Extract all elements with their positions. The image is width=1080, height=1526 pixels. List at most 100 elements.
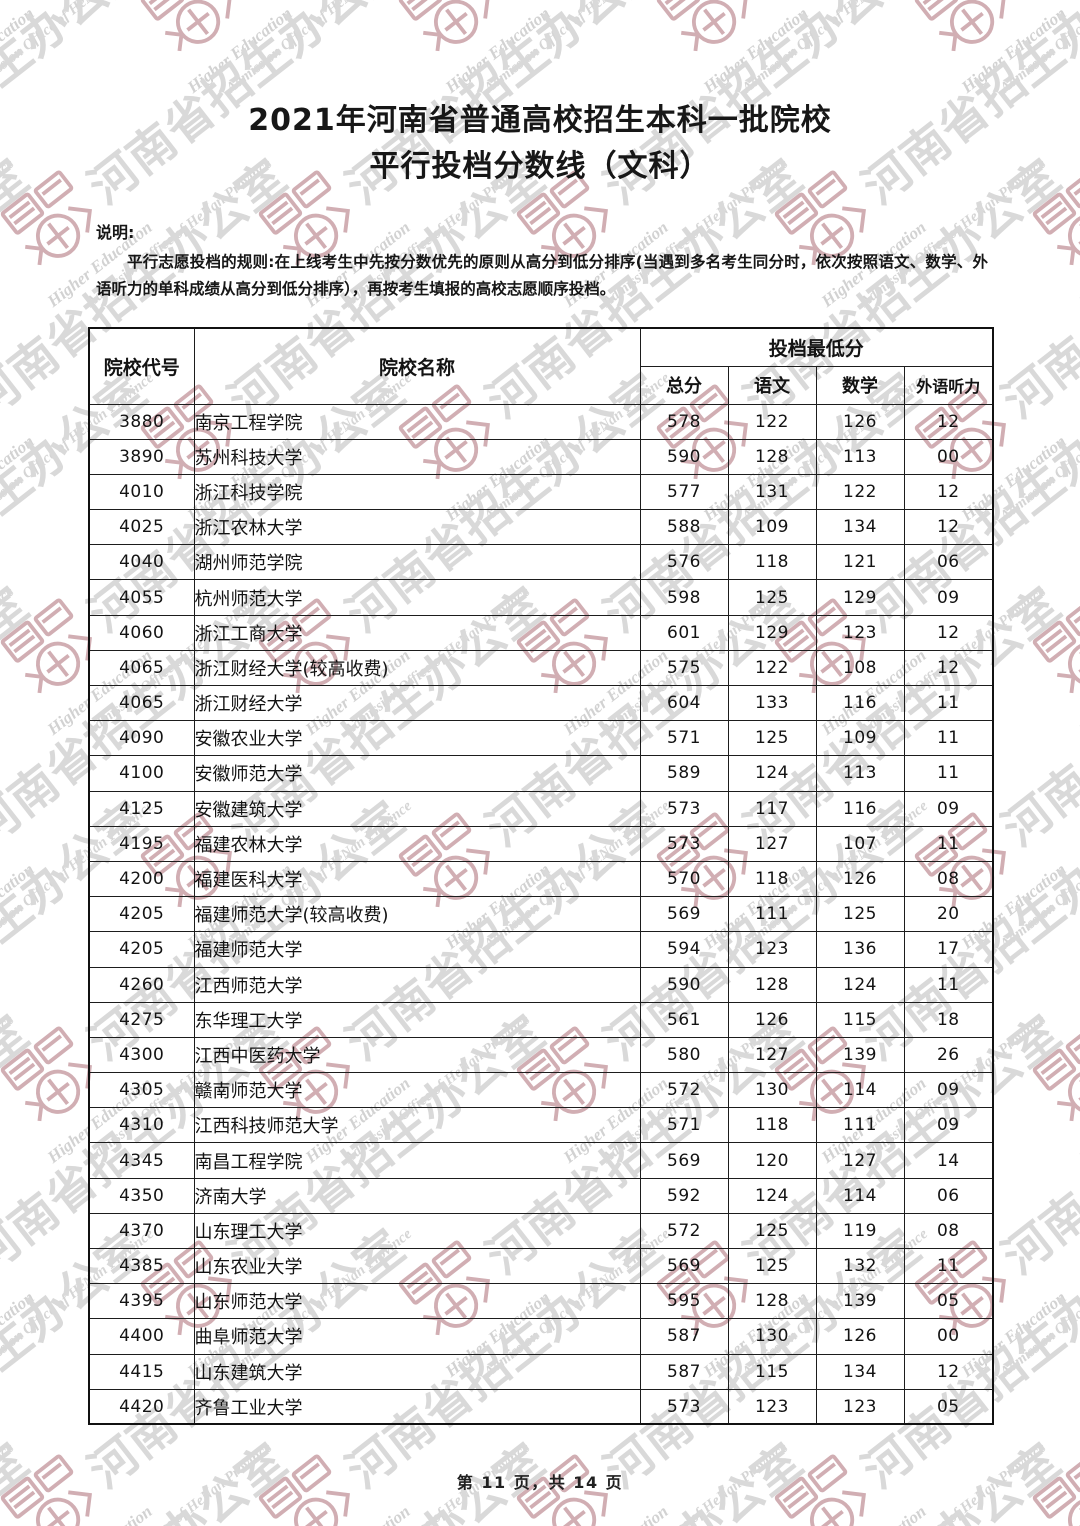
cell-institution-name: 南昌工程学院 — [193, 1142, 641, 1179]
document-page: 2021年河南省普通高校招生本科一批院校 平行投档分数线（文科） 说明: 平行志… — [0, 0, 1080, 1493]
cell-total-score: 590 — [639, 966, 729, 1003]
cell-chinese-score: 130 — [727, 1072, 817, 1109]
cell-chinese-score: 131 — [727, 473, 817, 511]
cell-math-score: 127 — [815, 1142, 905, 1179]
score-table-container: 院校代号 院校名称 投档最低分 总分 语文 数学 外语听力 3880 南京工程学院… — [88, 326, 995, 1426]
cell-institution-code: 4205 — [88, 896, 195, 933]
cell-institution-name: 山东建筑大学 — [193, 1353, 641, 1390]
cell-chinese-score: 124 — [727, 1177, 817, 1214]
cell-chinese-score: 125 — [727, 1212, 817, 1250]
cell-total-score: 590 — [639, 438, 729, 475]
table-row: 4040 湖州师范学院 576 118 121 06 — [88, 544, 994, 581]
cell-math-score: 114 — [815, 1177, 905, 1214]
table-row: 4055 杭州师范大学 598 125 129 09 — [88, 579, 994, 616]
cell-total-score: 569 — [639, 896, 729, 933]
page-title-line-2: 平行投档分数线（文科） — [369, 148, 711, 184]
cell-total-score: 576 — [639, 544, 729, 581]
cell-english-listening-score: 12 — [903, 473, 994, 511]
cell-english-listening-score: 06 — [903, 544, 994, 581]
cell-math-score: 114 — [815, 1072, 905, 1109]
cell-total-score: 598 — [639, 579, 729, 616]
cell-total-score: 589 — [639, 755, 729, 792]
cell-institution-name: 安徽建筑大学 — [193, 790, 641, 827]
table-row: 4305 赣南师范大学 572 130 114 09 — [88, 1072, 994, 1109]
cell-chinese-score: 122 — [727, 403, 817, 440]
table-row: 4345 南昌工程学院 569 120 127 14 — [88, 1142, 994, 1179]
cell-institution-code: 4010 — [88, 473, 195, 511]
table-row: 4125 安徽建筑大学 573 117 116 09 — [88, 790, 994, 827]
cell-math-score: 139 — [815, 1036, 905, 1074]
cell-math-score: 126 — [815, 403, 905, 440]
table-row: 4275 东华理工大学 561 126 115 18 — [88, 1001, 994, 1038]
cell-chinese-score: 118 — [727, 544, 817, 581]
table-row: 4010 浙江科技学院 577 131 122 12 — [88, 473, 994, 511]
column-header-group-min-score: 投档最低分 — [639, 327, 994, 367]
cell-english-listening-score: 12 — [903, 403, 994, 440]
cell-total-score: 592 — [639, 1177, 729, 1214]
cell-chinese-score: 117 — [727, 790, 817, 827]
cell-english-listening-score: 12 — [903, 614, 994, 651]
cell-institution-code: 4205 — [88, 931, 195, 968]
table-row: 4260 江西师范大学 590 128 124 11 — [88, 966, 994, 1003]
page-title: 2021年河南省普通高校招生本科一批院校 平行投档分数线（文科） — [0, 0, 1080, 189]
cell-chinese-score: 128 — [727, 438, 817, 475]
cell-math-score: 113 — [815, 755, 905, 792]
cell-english-listening-score: 11 — [903, 966, 994, 1003]
cell-institution-name: 苏州科技大学 — [193, 438, 641, 475]
cell-total-score: 580 — [639, 1036, 729, 1074]
cell-institution-name: 湖州师范学院 — [193, 544, 641, 581]
cell-math-score: 125 — [815, 896, 905, 933]
cell-math-score: 119 — [815, 1212, 905, 1250]
cell-math-score: 134 — [815, 1353, 905, 1390]
cell-english-listening-score: 11 — [903, 1247, 994, 1285]
cell-math-score: 113 — [815, 438, 905, 475]
cell-total-score: 573 — [639, 790, 729, 827]
cell-math-score: 121 — [815, 544, 905, 581]
cell-chinese-score: 109 — [727, 509, 817, 546]
cell-chinese-score: 118 — [727, 860, 817, 898]
table-row: 4350 济南大学 592 124 114 06 — [88, 1177, 994, 1214]
cell-institution-code: 4025 — [88, 509, 195, 546]
notes-block: 说明: 平行志愿投档的规则:在上线考生中先按分数优先的原则从高分到低分排序(当遇… — [0, 219, 1080, 302]
cell-total-score: 594 — [639, 931, 729, 968]
page-footer: 第 11 页，共 14 页 — [456, 1473, 624, 1493]
cell-math-score: 132 — [815, 1247, 905, 1285]
cell-chinese-score: 129 — [727, 614, 817, 651]
cell-english-listening-score: 09 — [903, 579, 994, 616]
watermark-english-line-1: Higher Education — [1076, 1502, 1080, 1526]
table-row: 4370 山东理工大学 572 125 119 08 — [88, 1212, 994, 1250]
cell-institution-code: 3880 — [88, 403, 195, 440]
cell-total-score: 587 — [639, 1353, 729, 1390]
column-header-total: 总分 — [639, 365, 729, 405]
cell-math-score: 134 — [815, 509, 905, 546]
watermark-english-line-1: Higher Education — [560, 1502, 672, 1526]
table-header-row-2: 总分 语文 数学 外语听力 — [89, 365, 994, 405]
table-header-row-1: 院校代号 院校名称 投档最低分 — [88, 327, 994, 405]
cell-institution-name: 浙江财经大学(较高收费) — [193, 649, 641, 687]
cell-chinese-score: 125 — [727, 1247, 817, 1285]
cell-english-listening-score: 11 — [903, 825, 994, 862]
notes-label: 说明: — [96, 223, 135, 243]
cell-chinese-score: 122 — [727, 649, 817, 687]
cell-institution-name: 杭州师范大学 — [193, 579, 641, 616]
cell-math-score: 122 — [815, 473, 905, 511]
cell-total-score: 604 — [639, 684, 729, 722]
cell-institution-code: 4195 — [88, 825, 195, 862]
cell-institution-name: 江西师范大学 — [193, 966, 641, 1003]
cell-institution-code: 4260 — [88, 966, 195, 1003]
cell-institution-code: 4125 — [88, 790, 195, 827]
cell-institution-code: 4055 — [88, 579, 195, 616]
table-row: 4205 福建师范大学 594 123 136 17 — [88, 931, 994, 968]
table-row: 4205 福建师范大学(较高收费) 569 111 125 20 — [88, 896, 994, 933]
cell-math-score: 115 — [815, 1001, 905, 1038]
cell-institution-code: 4415 — [88, 1353, 195, 1390]
cell-institution-code: 4200 — [88, 860, 195, 898]
cell-institution-name: 山东师范大学 — [193, 1283, 641, 1320]
cell-institution-code: 4090 — [88, 720, 195, 757]
cell-english-listening-score: 08 — [903, 1212, 994, 1250]
cell-institution-code: 4100 — [88, 755, 195, 792]
cell-institution-name: 齐鲁工业大学 — [193, 1388, 641, 1425]
cell-institution-code: 4065 — [88, 649, 195, 687]
table-row: 3880 南京工程学院 578 122 126 12 — [88, 403, 994, 440]
column-header-code: 院校代号 — [88, 327, 195, 405]
